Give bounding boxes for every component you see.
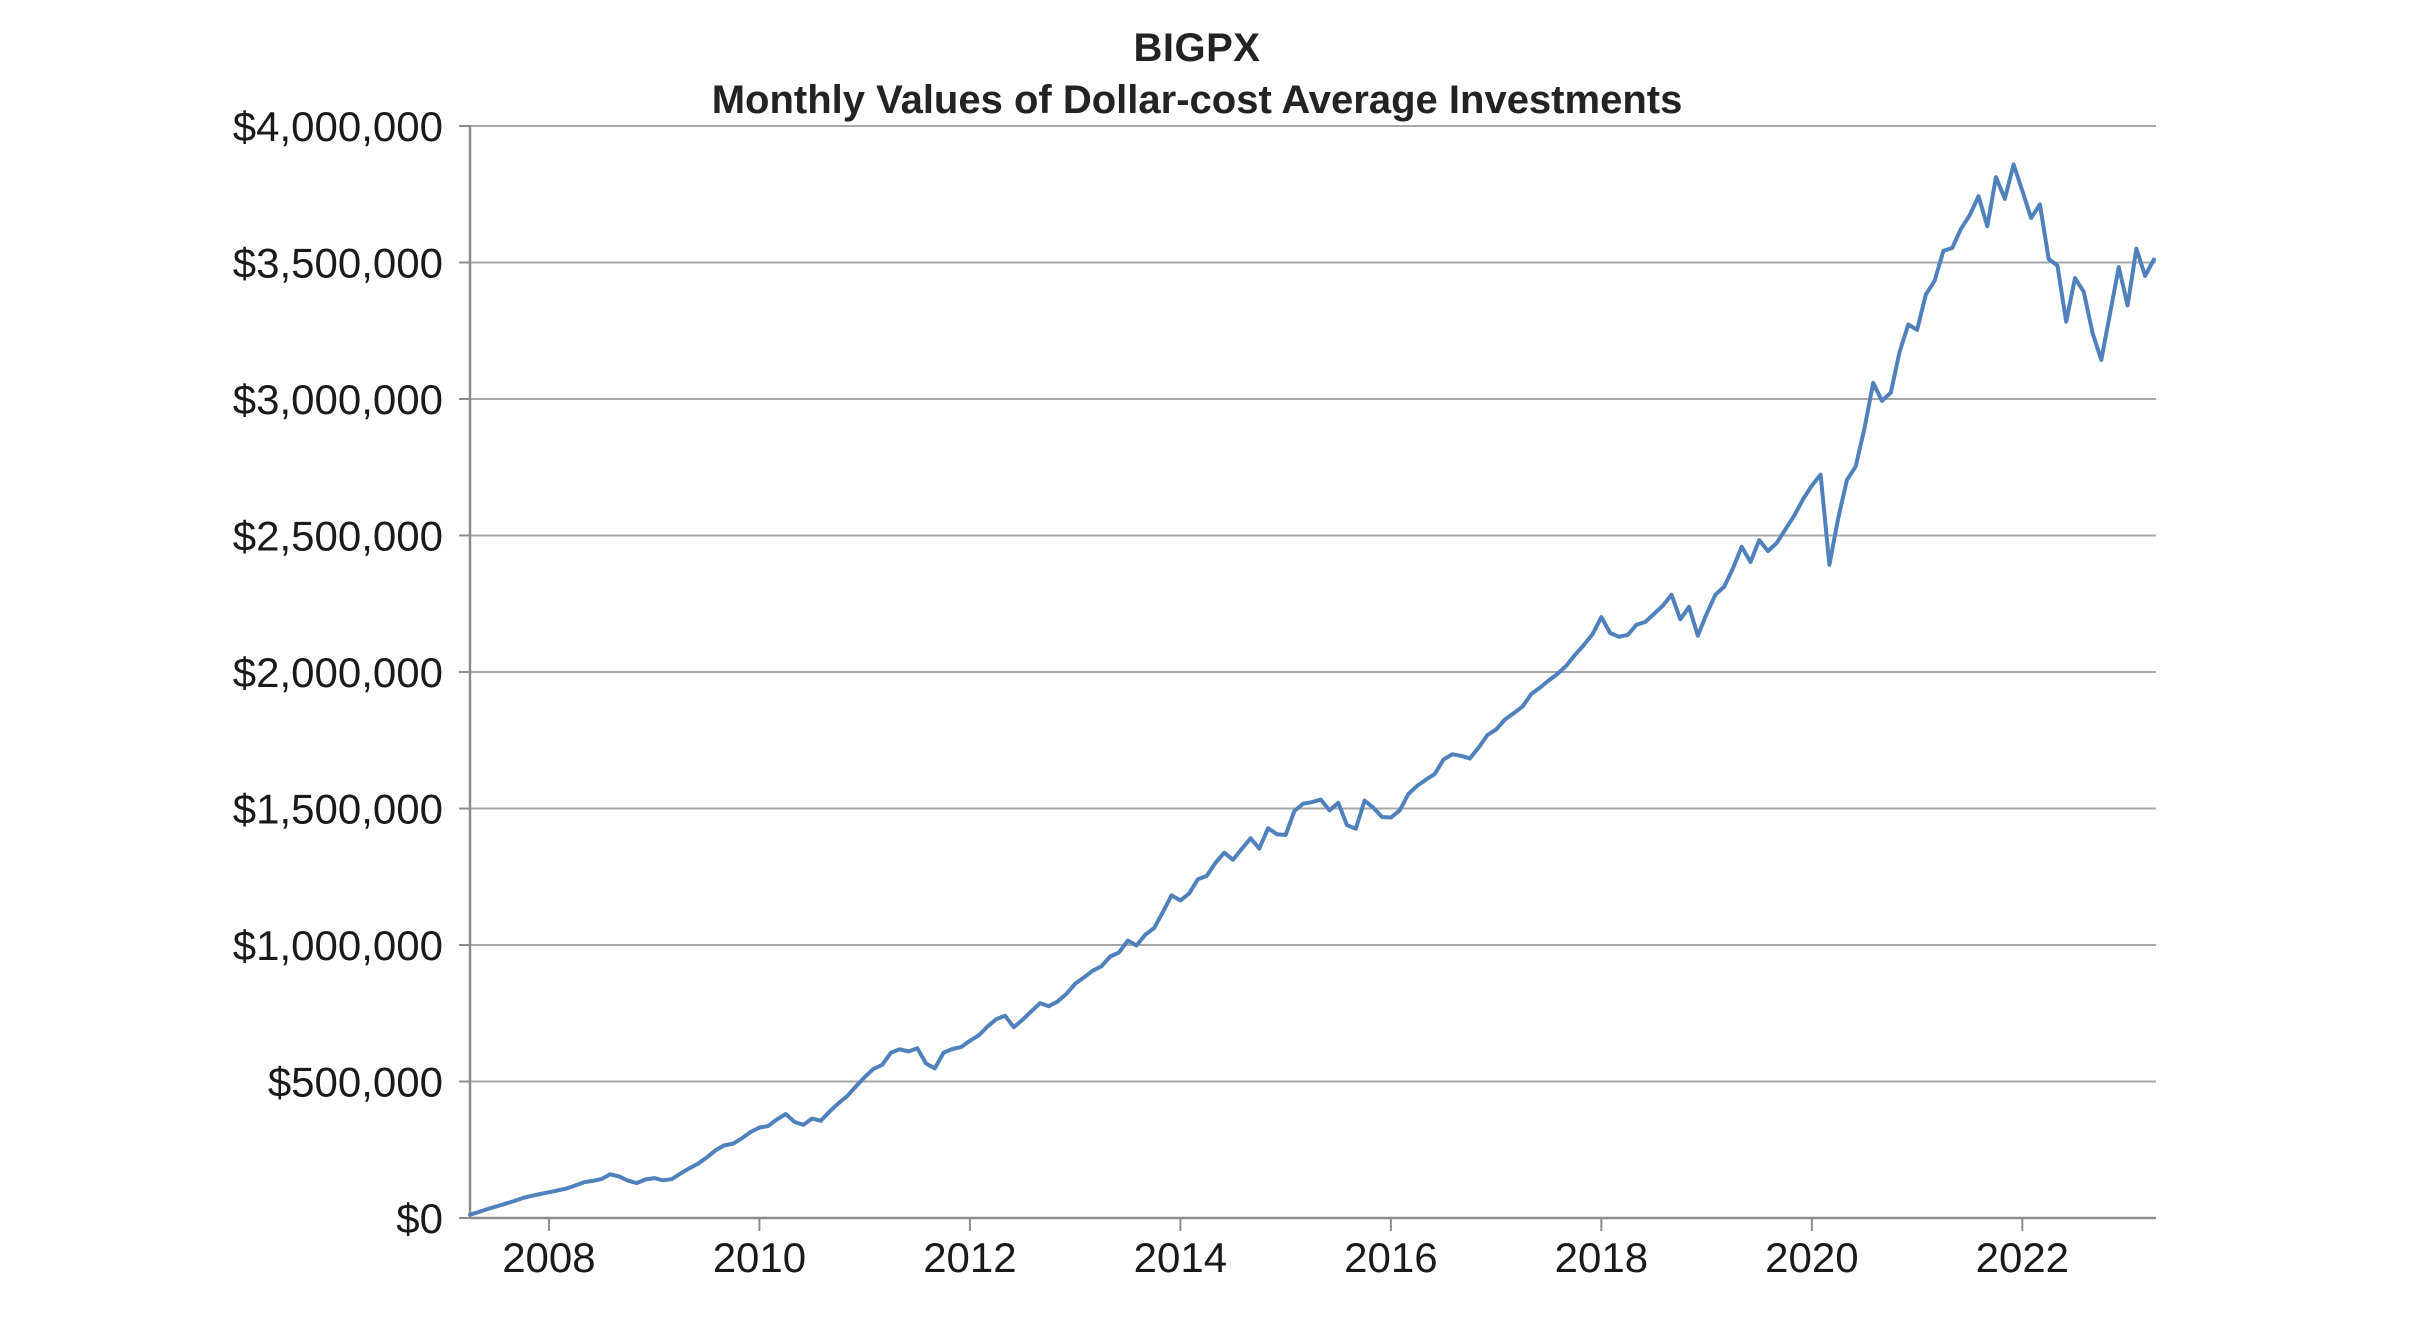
y-tick-label: $3,000,000 (233, 376, 443, 423)
x-tick-label: 2018 (1555, 1234, 1648, 1281)
y-tick-label: $1,000,000 (233, 922, 443, 969)
y-tick-label: $500,000 (268, 1059, 443, 1106)
gridlines-group (470, 125, 2156, 1083)
y-tick-label: $2,000,000 (233, 649, 443, 696)
tick-labels-group: $0 $500,000 $1,000,000 $1,500,000 $2,000,000… (233, 103, 2069, 1281)
tick-marks-group (459, 125, 2024, 1231)
x-tick-label: 2008 (502, 1234, 595, 1281)
series-line (468, 162, 2156, 1217)
x-tick-label: 2010 (713, 1234, 806, 1281)
y-tick-label: $4,000,000 (233, 103, 443, 150)
y-tick-label: $2,500,000 (233, 513, 443, 560)
y-tick-label: $3,500,000 (233, 240, 443, 287)
x-tick-label: 2016 (1344, 1234, 1437, 1281)
y-tick-label: $0 (396, 1195, 443, 1242)
y-tick-label: $1,500,000 (233, 786, 443, 833)
x-tick-label: 2020 (1765, 1234, 1858, 1281)
series-group (468, 162, 2156, 1217)
x-tick-label: 2012 (923, 1234, 1016, 1281)
x-tick-label: 2014 (1134, 1234, 1227, 1281)
x-tick-label: 2022 (1976, 1234, 2069, 1281)
